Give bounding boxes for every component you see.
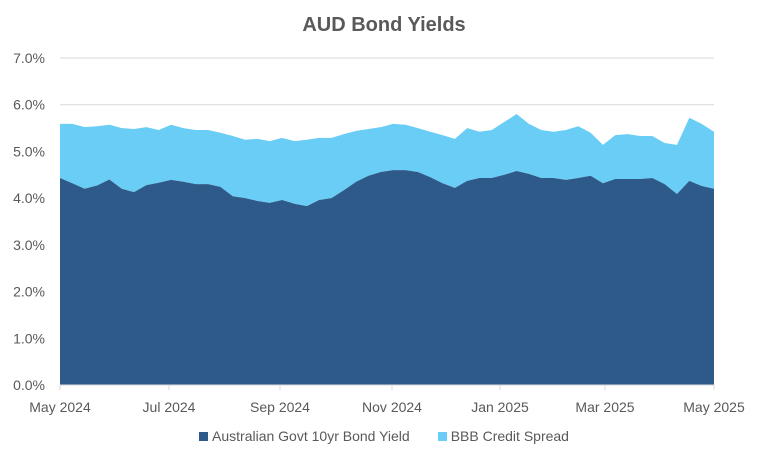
x-tick-label: Sep 2024 — [250, 399, 310, 415]
legend-label: Australian Govt 10yr Bond Yield — [212, 428, 410, 444]
y-tick-label: 5.0% — [13, 143, 45, 159]
legend-swatch-icon — [437, 431, 447, 441]
area-bbb-credit-spread — [60, 114, 714, 207]
legend-item-govt-yield: Australian Govt 10yr Bond Yield — [199, 428, 410, 444]
area-govt-10yr-yield — [60, 170, 714, 385]
y-tick-label: 0.0% — [13, 377, 45, 393]
chart-title: AUD Bond Yields — [302, 14, 466, 36]
x-tick-label: May 2024 — [29, 399, 91, 415]
y-tick-label: 2.0% — [13, 284, 45, 300]
y-tick-label: 4.0% — [13, 190, 45, 206]
legend-item-bbb-spread: BBB Credit Spread — [437, 428, 569, 444]
stacked-areas — [60, 114, 714, 385]
x-tick-label: Jan 2025 — [471, 399, 529, 415]
legend-label: BBB Credit Spread — [450, 428, 569, 444]
x-tick-label: May 2025 — [683, 399, 745, 415]
y-tick-label: 1.0% — [13, 330, 45, 346]
y-axis: 0.0% 1.0% 2.0% 3.0% 4.0% 5.0% 6.0% 7.0% — [13, 50, 45, 393]
y-tick-label: 7.0% — [13, 50, 45, 66]
x-axis: May 2024 Jul 2024 Sep 2024 Nov 2024 Jan 2025… — [29, 384, 745, 415]
y-tick-label: 3.0% — [13, 237, 45, 253]
legend: Australian Govt 10yr Bond Yield BBB Cred… — [0, 428, 768, 444]
legend-swatch-icon — [199, 431, 209, 441]
x-tick-label: Mar 2025 — [575, 399, 634, 415]
x-tick-label: Nov 2024 — [362, 399, 422, 415]
x-tick-label: Jul 2024 — [143, 399, 196, 415]
y-tick-label: 6.0% — [13, 97, 45, 113]
